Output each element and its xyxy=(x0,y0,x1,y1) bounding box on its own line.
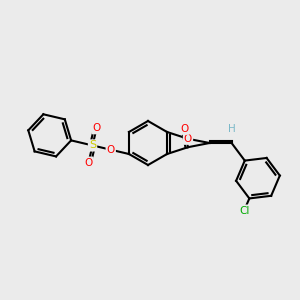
Text: H: H xyxy=(228,124,236,134)
Text: O: O xyxy=(106,145,115,155)
Text: O: O xyxy=(180,124,188,134)
Text: O: O xyxy=(92,123,101,133)
Text: Cl: Cl xyxy=(239,206,249,216)
Text: O: O xyxy=(184,134,192,144)
Text: O: O xyxy=(84,158,93,168)
Text: S: S xyxy=(89,140,96,150)
